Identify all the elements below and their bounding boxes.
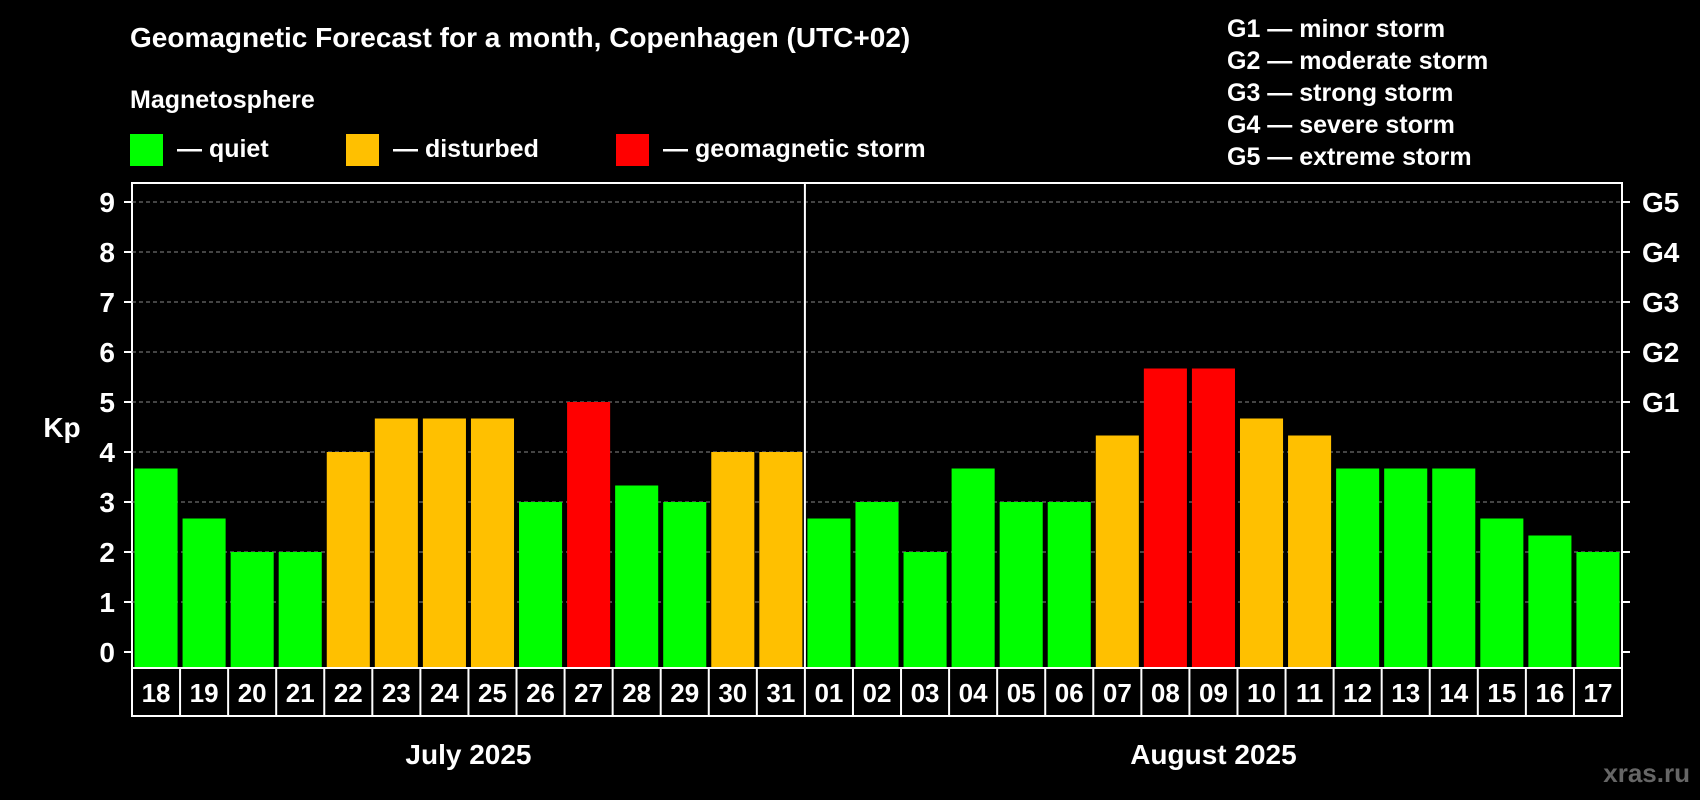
x-tick-label-04: 04 [959, 678, 988, 708]
x-tick-label-16: 16 [1535, 678, 1564, 708]
right-tick-label-G2: G2 [1642, 337, 1679, 368]
legend-swatch-2 [616, 134, 649, 166]
bar-20 [1095, 435, 1139, 668]
legend: — quiet — disturbed — geomagnetic storm [130, 134, 926, 166]
storm-scale-legend: G1 — minor storm G2 — moderate storm G3 — … [1227, 15, 1488, 171]
x-tick-label-29: 29 [670, 678, 699, 708]
x-tick-label-02: 02 [863, 678, 892, 708]
legend-heading: Magnetosphere [130, 86, 315, 114]
x-tick-label-12: 12 [1343, 678, 1372, 708]
x-tick-label-18: 18 [142, 678, 171, 708]
x-tick-label-05: 05 [1007, 678, 1036, 708]
y-tick-label-8: 8 [99, 237, 115, 268]
y-tick-label-0: 0 [99, 637, 115, 668]
bar-16 [903, 552, 947, 668]
bar-7 [470, 418, 515, 668]
x-tick-label-11: 11 [1296, 678, 1324, 708]
bar-19 [1047, 502, 1091, 668]
bar-21 [1143, 368, 1187, 668]
month-label-0: July 2025 [405, 739, 531, 770]
x-tick-label-20: 20 [238, 678, 267, 708]
bar-12 [711, 452, 755, 668]
y-tick-label-7: 7 [99, 287, 115, 318]
bar-25 [1336, 468, 1380, 668]
bar-1 [182, 518, 226, 668]
right-tick-label-G5: G5 [1642, 187, 1679, 218]
x-tick-label-26: 26 [526, 678, 555, 708]
y-tick-label-2: 2 [99, 537, 115, 568]
x-tick-label-22: 22 [334, 678, 363, 708]
x-tick-label-27: 27 [574, 678, 603, 708]
y-tick-label-3: 3 [99, 487, 115, 518]
bar-3 [278, 552, 322, 668]
watermark: xras.ru [1603, 758, 1690, 788]
x-tick-label-09: 09 [1199, 678, 1228, 708]
bar-29 [1528, 535, 1572, 668]
bar-27 [1432, 468, 1476, 668]
legend-swatch-0 [130, 134, 163, 166]
legend-label-2: — geomagnetic storm [663, 135, 926, 163]
month-label-1: August 2025 [1130, 739, 1297, 770]
bar-30 [1576, 552, 1620, 668]
x-tick-label-19: 19 [190, 678, 219, 708]
legend-label-1: — disturbed [393, 135, 539, 163]
x-tick-label-30: 30 [718, 678, 747, 708]
x-tick-label-01: 01 [814, 678, 843, 708]
x-tick-label-08: 08 [1151, 678, 1180, 708]
x-tick-label-23: 23 [382, 678, 411, 708]
storm-scale-item-3: G4 — severe storm [1227, 111, 1455, 139]
storm-scale-item-4: G5 — extreme storm [1227, 143, 1472, 171]
chart-title: Geomagnetic Forecast for a month, Copenh… [130, 22, 910, 53]
bar-13 [759, 452, 803, 668]
bar-15 [855, 502, 899, 668]
bar-2 [230, 552, 274, 668]
bar-11 [663, 502, 707, 668]
x-tick-label-13: 13 [1391, 678, 1420, 708]
bar-0 [134, 468, 178, 668]
bar-26 [1384, 468, 1428, 668]
bar-10 [615, 485, 659, 668]
y-tick-label-1: 1 [99, 587, 115, 618]
right-tick-label-G3: G3 [1642, 287, 1679, 318]
bar-18 [999, 502, 1043, 668]
x-tick-label-03: 03 [911, 678, 940, 708]
right-tick-label-G1: G1 [1642, 387, 1679, 418]
bar-24 [1288, 435, 1332, 668]
x-tick-label-28: 28 [622, 678, 651, 708]
bar-8 [519, 502, 563, 668]
x-tick-label-06: 06 [1055, 678, 1084, 708]
date-row-frame [131, 667, 1623, 717]
y-axis-label: Kp [43, 412, 80, 443]
x-tick-label-21: 21 [286, 678, 315, 708]
storm-scale-item-0: G1 — minor storm [1227, 15, 1445, 43]
right-tick-label-G4: G4 [1642, 237, 1680, 268]
bar-14 [807, 518, 851, 668]
y-tick-label-9: 9 [99, 187, 115, 218]
storm-scale-item-2: G3 — strong storm [1227, 79, 1453, 107]
y-tick-label-4: 4 [99, 437, 115, 468]
x-tick-label-15: 15 [1487, 678, 1516, 708]
bar-28 [1480, 518, 1524, 668]
x-tick-label-07: 07 [1103, 678, 1132, 708]
y-tick-label-6: 6 [99, 337, 115, 368]
bar-4 [326, 452, 370, 668]
legend-label-0: — quiet [177, 135, 269, 163]
x-tick-label-10: 10 [1247, 678, 1276, 708]
bar-6 [422, 418, 466, 668]
y-tick-label-5: 5 [99, 387, 115, 418]
storm-scale-item-1: G2 — moderate storm [1227, 47, 1488, 75]
bar-23 [1239, 418, 1284, 668]
bar-9 [567, 402, 611, 668]
x-tick-label-25: 25 [478, 678, 507, 708]
x-tick-label-14: 14 [1439, 678, 1468, 708]
x-tick-label-17: 17 [1584, 678, 1613, 708]
bar-22 [1191, 368, 1235, 668]
x-tick-label-24: 24 [430, 678, 459, 708]
bar-17 [951, 468, 995, 668]
x-tick-label-31: 31 [766, 678, 795, 708]
bar-5 [374, 418, 418, 668]
legend-swatch-1 [346, 134, 379, 166]
